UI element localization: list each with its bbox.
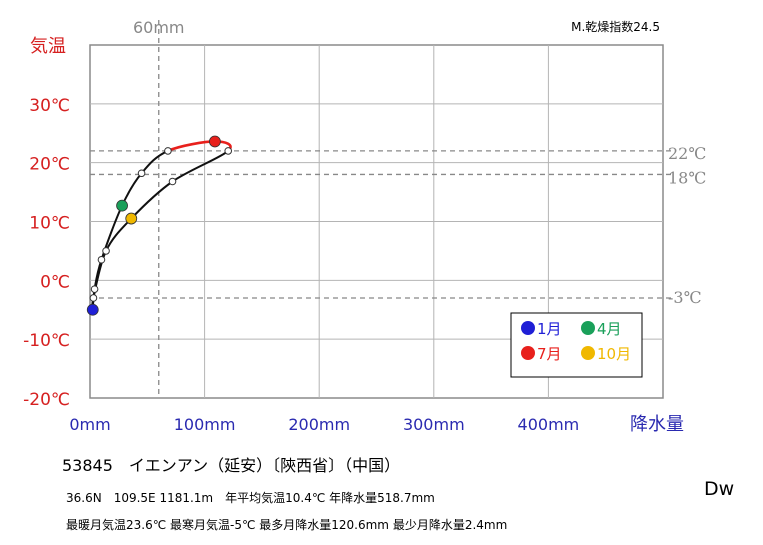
y-tick-label: -10℃ [23, 331, 70, 351]
ref-label-minus3c: -3℃ [668, 288, 701, 307]
legend-marker [581, 321, 595, 335]
x-tick-label: 200mm [288, 415, 350, 434]
month-4-point [116, 199, 128, 212]
y-tick-label: 10℃ [29, 214, 70, 234]
month-6-point [164, 147, 172, 155]
x-axis-title: 降水量 [630, 414, 684, 435]
month-9-point [168, 177, 177, 186]
x-tick-label: 400mm [518, 415, 580, 434]
month-12-point [89, 294, 98, 302]
ref-label-22c: 22℃ [668, 144, 706, 163]
month-10-point [125, 212, 138, 225]
month-5-point [137, 169, 146, 178]
legend-label: 10月 [597, 345, 631, 363]
month-8-point [224, 147, 233, 155]
x-tick-label: 100mm [174, 415, 236, 434]
chart-title: M.乾燥指数24.5 [571, 19, 660, 34]
month-7-point [209, 135, 221, 148]
y-tick-label: -20℃ [23, 390, 70, 410]
month-2-point [90, 285, 99, 293]
legend-label: 4月 [597, 320, 622, 338]
station-extremes: 最暖月気温23.6℃ 最寒月気温-5℃ 最多月降水量120.6mm 最少月降水量… [66, 518, 508, 532]
y-tick-label: 20℃ [29, 155, 70, 175]
legend-marker [521, 346, 535, 360]
y-axis-title: 気温 [30, 36, 66, 57]
legend-marker [521, 321, 535, 335]
x-tick-label: 300mm [403, 415, 465, 434]
legend-label: 7月 [537, 345, 562, 363]
month-11-point [102, 247, 110, 255]
y-tick-label: 30℃ [29, 96, 70, 116]
station-summary: 36.6N 109.5E 1181.1m 年平均気温10.4℃ 年降水量518.… [66, 491, 435, 505]
month-1-point [86, 303, 99, 316]
ref-label-60mm: 60mm [133, 18, 185, 37]
station-name: 53845 イエンアン（延安）〔陝西省〕（中国） [62, 456, 401, 475]
x-tick-label: 0mm [69, 415, 110, 434]
month-3-point [97, 255, 106, 264]
ref-label-18c: 18℃ [668, 168, 706, 187]
climate-classification: Dw [704, 478, 735, 500]
legend-marker [581, 346, 595, 360]
y-tick-label: 0℃ [40, 272, 70, 292]
legend-label: 1月 [537, 320, 562, 338]
